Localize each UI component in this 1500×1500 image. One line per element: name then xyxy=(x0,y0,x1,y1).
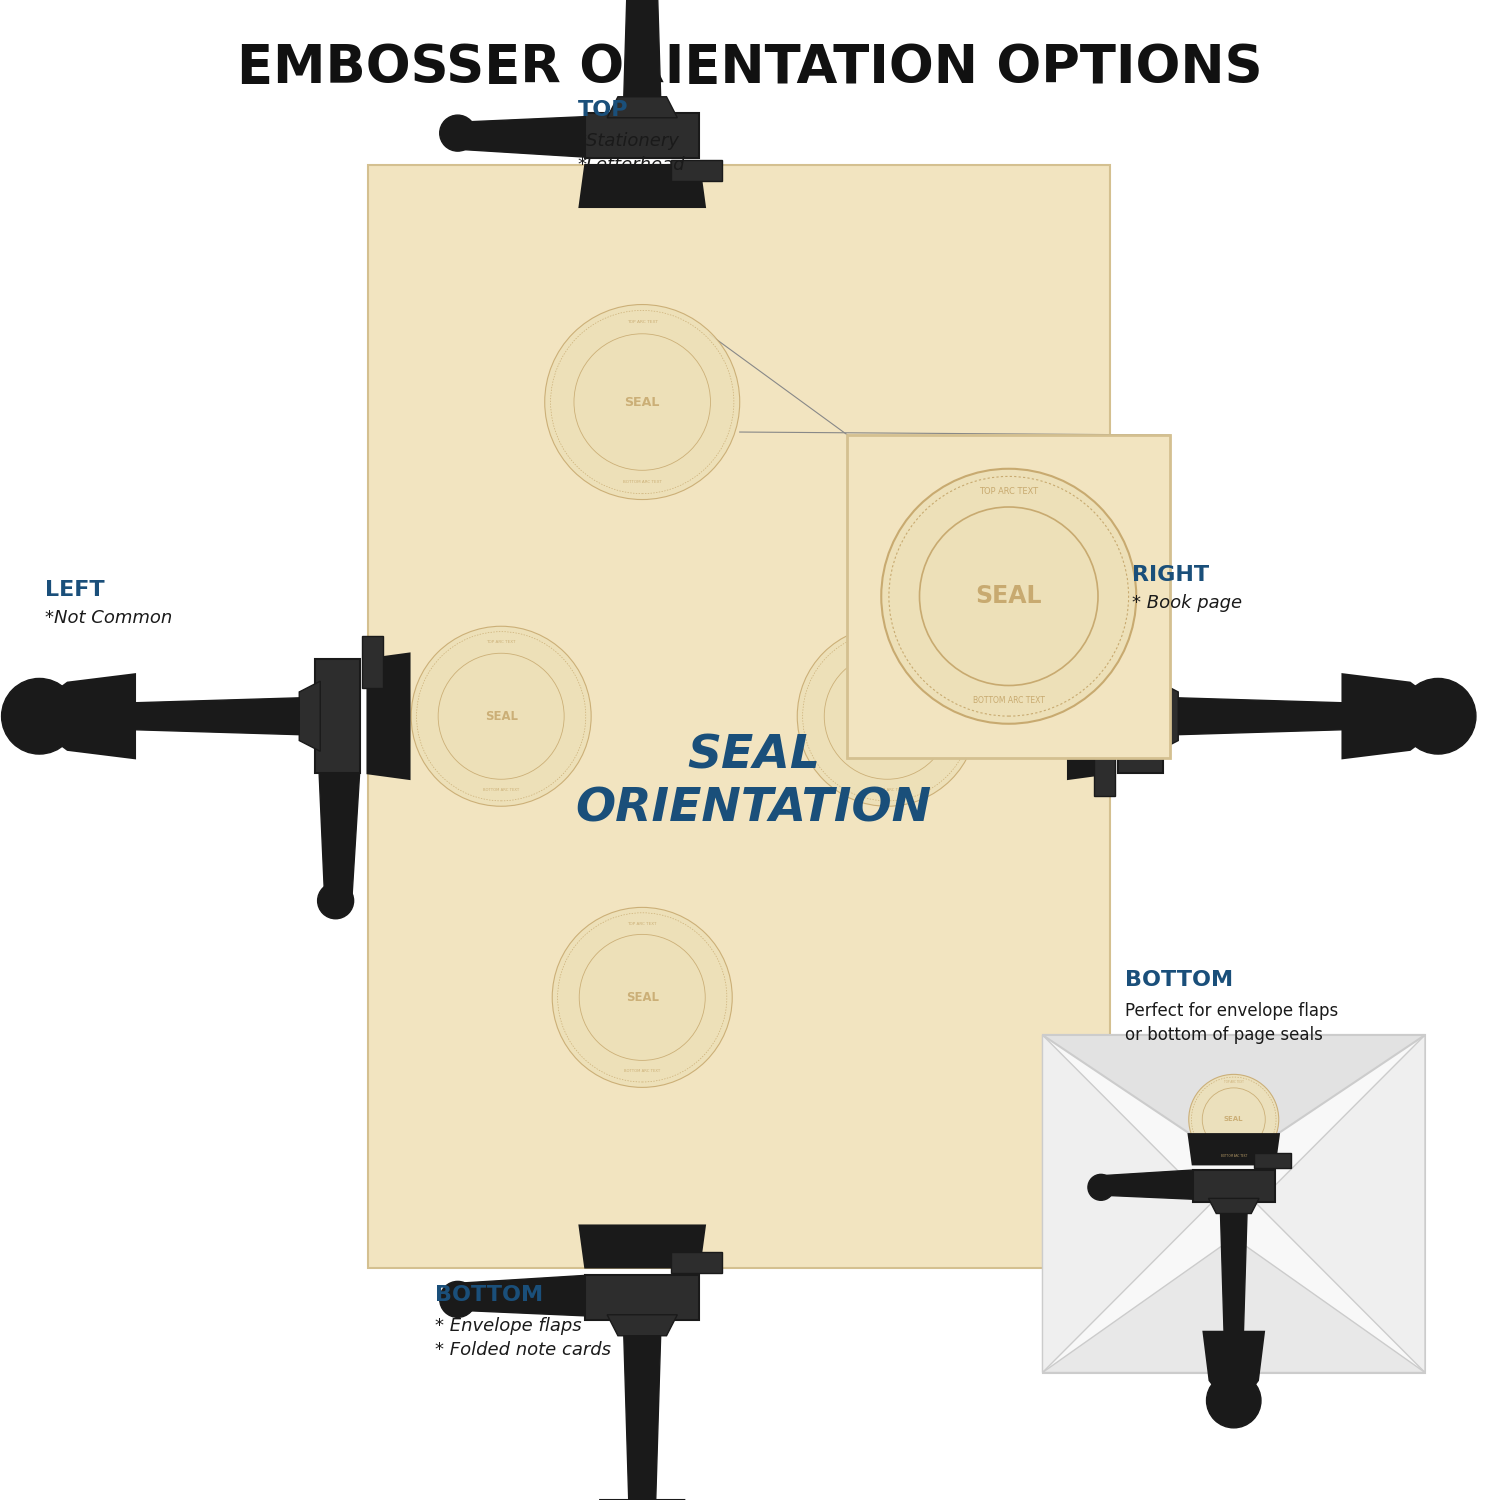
Polygon shape xyxy=(458,117,585,158)
Bar xyxy=(368,165,1110,1268)
Text: TOP ARC TEXT: TOP ARC TEXT xyxy=(627,921,657,926)
Circle shape xyxy=(440,116,476,152)
Circle shape xyxy=(411,627,591,807)
Text: BOTTOM: BOTTOM xyxy=(435,1286,543,1305)
Text: TOP ARC TEXT: TOP ARC TEXT xyxy=(873,640,901,645)
Polygon shape xyxy=(624,1320,662,1500)
Bar xyxy=(847,435,1170,758)
Text: SEAL: SEAL xyxy=(484,710,518,723)
Text: RIGHT: RIGHT xyxy=(1132,566,1209,585)
Text: EMBOSSER ORIENTATION OPTIONS: EMBOSSER ORIENTATION OPTIONS xyxy=(237,42,1263,93)
Polygon shape xyxy=(579,1226,705,1268)
Polygon shape xyxy=(135,698,315,735)
Polygon shape xyxy=(1162,698,1342,735)
Polygon shape xyxy=(1101,1170,1192,1198)
Circle shape xyxy=(440,1281,476,1317)
Circle shape xyxy=(1188,1074,1278,1164)
Polygon shape xyxy=(1220,1202,1248,1332)
Polygon shape xyxy=(1094,746,1114,796)
Text: * Envelope flaps
* Folded note cards: * Envelope flaps * Folded note cards xyxy=(435,1317,610,1359)
Polygon shape xyxy=(1042,1035,1425,1164)
Polygon shape xyxy=(368,654,410,778)
Polygon shape xyxy=(1342,675,1455,759)
Text: LEFT: LEFT xyxy=(45,580,105,600)
Polygon shape xyxy=(1254,1154,1292,1168)
Polygon shape xyxy=(1118,660,1162,774)
Polygon shape xyxy=(298,681,321,752)
Circle shape xyxy=(1124,513,1160,550)
Polygon shape xyxy=(1203,1332,1264,1413)
Polygon shape xyxy=(1118,532,1158,660)
Circle shape xyxy=(1088,1174,1114,1200)
Polygon shape xyxy=(670,1251,722,1272)
Text: * Book page: * Book page xyxy=(1132,594,1242,612)
Circle shape xyxy=(2,678,76,754)
Polygon shape xyxy=(585,1275,699,1320)
Text: TOP ARC TEXT: TOP ARC TEXT xyxy=(1224,1080,1244,1084)
Text: TOP: TOP xyxy=(578,100,628,120)
Text: BOTTOM ARC TEXT: BOTTOM ARC TEXT xyxy=(624,1070,660,1072)
Polygon shape xyxy=(363,636,384,687)
Text: SEAL: SEAL xyxy=(1224,1116,1244,1122)
Text: SEAL
ORIENTATION: SEAL ORIENTATION xyxy=(576,734,932,833)
Circle shape xyxy=(882,468,1137,724)
Text: TOP ARC TEXT: TOP ARC TEXT xyxy=(627,320,657,324)
Circle shape xyxy=(544,304,740,500)
Text: BOTTOM ARC TEXT: BOTTOM ARC TEXT xyxy=(1221,1155,1246,1158)
Polygon shape xyxy=(579,165,705,207)
Polygon shape xyxy=(1042,1238,1425,1372)
Text: SEAL: SEAL xyxy=(626,992,658,1004)
Polygon shape xyxy=(1192,1170,1275,1202)
Text: BOTTOM: BOTTOM xyxy=(1125,970,1233,990)
Polygon shape xyxy=(1158,681,1179,752)
Circle shape xyxy=(552,908,732,1088)
Polygon shape xyxy=(1257,1035,1425,1372)
Text: SEAL: SEAL xyxy=(624,396,660,408)
Circle shape xyxy=(1401,678,1476,754)
Text: SEAL: SEAL xyxy=(870,710,903,723)
Polygon shape xyxy=(624,0,662,112)
Text: Perfect for envelope flaps
or bottom of page seals: Perfect for envelope flaps or bottom of … xyxy=(1125,1002,1338,1044)
Circle shape xyxy=(1206,1374,1262,1428)
Bar xyxy=(1042,1035,1425,1372)
Polygon shape xyxy=(1209,1198,1258,1214)
Text: *Not Common: *Not Common xyxy=(45,609,172,627)
Text: TOP ARC TEXT: TOP ARC TEXT xyxy=(486,640,516,645)
Polygon shape xyxy=(608,1314,678,1336)
Text: TOP ARC TEXT: TOP ARC TEXT xyxy=(980,488,1038,496)
Text: BOTTOM ARC TEXT: BOTTOM ARC TEXT xyxy=(622,480,662,484)
Polygon shape xyxy=(670,160,722,182)
Circle shape xyxy=(796,627,976,807)
Circle shape xyxy=(318,882,354,918)
Text: SEAL: SEAL xyxy=(975,585,1042,609)
Text: BOTTOM ARC TEXT: BOTTOM ARC TEXT xyxy=(483,788,519,792)
Polygon shape xyxy=(22,675,135,759)
Text: *Stationery
*Letterhead: *Stationery *Letterhead xyxy=(578,132,686,174)
Polygon shape xyxy=(458,1275,585,1316)
Polygon shape xyxy=(608,96,678,118)
Text: BOTTOM ARC TEXT: BOTTOM ARC TEXT xyxy=(974,696,1044,705)
Polygon shape xyxy=(1042,1035,1211,1372)
Polygon shape xyxy=(315,660,360,774)
Polygon shape xyxy=(1068,654,1110,778)
Polygon shape xyxy=(1188,1134,1280,1164)
Polygon shape xyxy=(320,774,360,900)
Polygon shape xyxy=(585,112,699,158)
Text: BOTTOM ARC TEXT: BOTTOM ARC TEXT xyxy=(868,788,906,792)
